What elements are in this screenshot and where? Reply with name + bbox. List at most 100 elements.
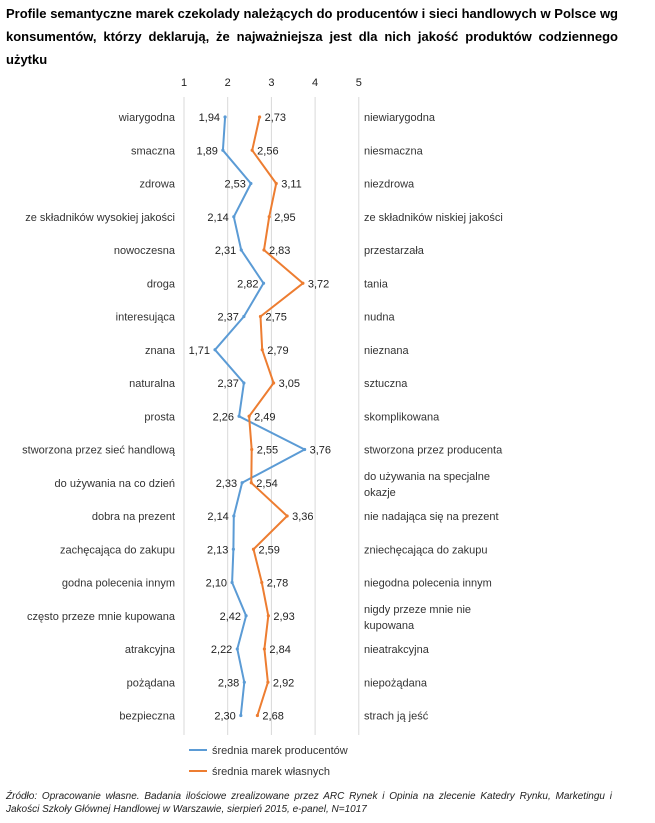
data-label: 2,13: [207, 544, 228, 556]
left-label: nowoczesna: [114, 245, 176, 257]
data-label: 2,26: [213, 411, 234, 423]
data-point: [240, 481, 244, 485]
data-label: 3,76: [310, 445, 331, 457]
left-label: smaczna: [131, 145, 176, 157]
left-label: droga: [147, 278, 176, 290]
data-point: [221, 148, 225, 152]
data-label: 2,54: [256, 478, 277, 490]
series-lines: [213, 115, 307, 718]
data-point: [237, 414, 241, 418]
x-tick-label: 2: [225, 77, 231, 89]
data-point: [247, 414, 251, 418]
data-label: 3,05: [279, 378, 300, 390]
data-point: [266, 614, 270, 618]
data-point: [258, 115, 262, 119]
left-attribute-labels: wiarygodna smaczna zdrowa ze składników wys…: [22, 112, 176, 723]
data-point: [250, 148, 254, 152]
data-point: [242, 680, 246, 684]
data-label: 2,22: [211, 644, 232, 656]
right-label: zniechęcająca do zakupu: [364, 544, 488, 556]
data-point: [262, 248, 266, 252]
left-label: godna polecenia innym: [62, 578, 175, 590]
right-label: sztuczna: [364, 378, 408, 390]
x-tick-label: 3: [268, 77, 274, 89]
data-point: [260, 580, 264, 585]
data-label: 2,79: [267, 345, 288, 357]
right-label: nie nadająca się na prezent: [364, 511, 499, 523]
right-label: skomplikowana: [364, 411, 440, 423]
data-point: [223, 115, 227, 119]
data-label: 3,72: [308, 278, 329, 290]
data-point: [261, 281, 266, 285]
data-label: 2,53: [224, 179, 245, 191]
data-label: 2,59: [258, 544, 279, 556]
data-point: [231, 547, 235, 551]
data-point: [255, 713, 260, 718]
right-label: tania: [364, 278, 389, 290]
data-label: 1,89: [196, 145, 217, 157]
left-label: ze składników wysokiej jakości: [25, 212, 175, 224]
data-label: 2,33: [216, 478, 237, 490]
data-label: 2,78: [267, 578, 288, 590]
data-label: 2,73: [265, 112, 286, 124]
right-label: kupowana: [364, 620, 415, 632]
data-point: [232, 514, 236, 518]
right-label: nigdy przeze mnie nie: [364, 604, 471, 616]
left-label: zdrowa: [140, 179, 176, 191]
legend: średnia marek producentów średnia marek w…: [189, 745, 348, 778]
data-point: [267, 215, 271, 219]
data-point: [242, 314, 246, 319]
right-label: strach ją jeść: [364, 711, 429, 723]
data-label: 1,94: [199, 112, 220, 124]
left-label: stworzona przez sieć handlową: [22, 445, 176, 457]
left-label: dobra na prezent: [92, 511, 175, 523]
legend-label: średnia marek producentów: [212, 745, 348, 757]
data-point: [250, 447, 254, 452]
data-point: [242, 381, 246, 385]
right-label: niezdrowa: [364, 179, 415, 191]
data-label: 2,37: [217, 378, 238, 390]
data-label: 2,30: [214, 711, 235, 723]
right-label: niepożądana: [364, 677, 428, 689]
data-label: 3,11: [281, 179, 302, 191]
data-point: [232, 215, 236, 219]
x-tick-label: 1: [181, 77, 187, 89]
left-label: pożądana: [127, 677, 176, 689]
data-label: 2,84: [269, 644, 290, 656]
data-point: [266, 680, 270, 684]
right-label: ze składników niskiej jakości: [364, 212, 503, 224]
data-point: [239, 713, 243, 718]
data-label: 2,14: [207, 511, 228, 523]
data-point: [244, 614, 248, 618]
right-attribute-labels: niewiarygodna niesmaczna niezdrowa ze skład…: [364, 112, 503, 723]
left-label: interesująca: [116, 312, 176, 324]
legend-label: średnia marek własnych: [212, 766, 330, 778]
left-label: znana: [145, 345, 176, 357]
data-point: [258, 314, 263, 319]
left-label: naturalna: [129, 378, 176, 390]
left-label: bezpieczna: [119, 711, 176, 723]
data-label: 2,95: [274, 212, 295, 224]
right-label: niesmaczna: [364, 145, 424, 157]
left-label: wiarygodna: [118, 112, 176, 124]
right-label: niegodna polecenia innym: [364, 578, 492, 590]
data-point: [239, 248, 243, 252]
right-label: nudna: [364, 312, 395, 324]
left-label: do używania na co dzień: [55, 478, 175, 490]
data-label: 2,82: [237, 278, 258, 290]
data-point: [285, 514, 289, 518]
chart-title: Profile semantyczne marek czekolady nale…: [6, 6, 618, 67]
left-label: często przeze mnie kupowana: [27, 611, 176, 623]
data-point: [249, 481, 253, 485]
data-label: 2,56: [257, 145, 278, 157]
data-label: 2,10: [206, 578, 227, 590]
data-point: [260, 348, 264, 352]
data-point: [251, 547, 256, 551]
right-label: przestarzała: [364, 245, 425, 257]
data-label: 2,37: [217, 312, 238, 324]
grid-lines: [183, 97, 360, 735]
right-label: stworzona przez producenta: [364, 445, 503, 457]
right-label: niewiarygodna: [364, 112, 436, 124]
left-label: prosta: [144, 411, 175, 423]
